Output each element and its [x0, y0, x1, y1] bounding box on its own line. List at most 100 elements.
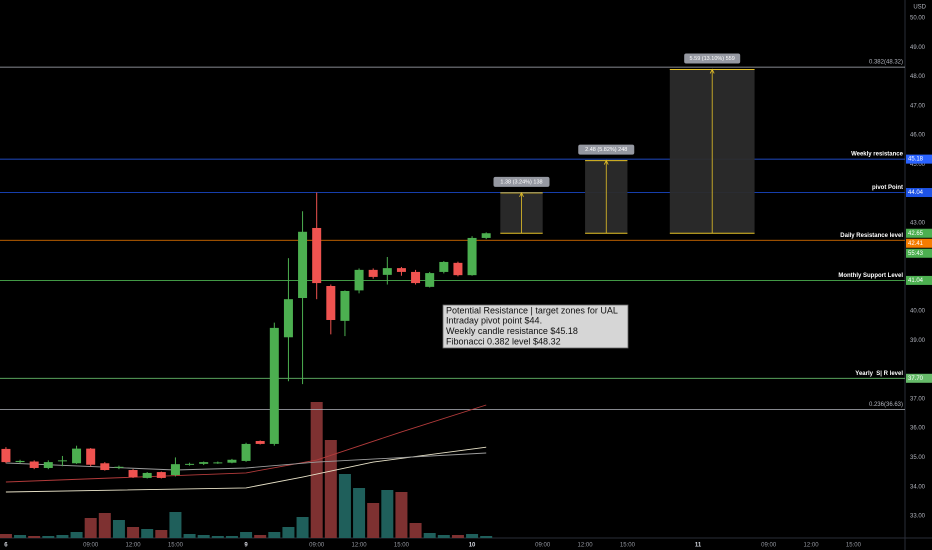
volume-bar	[437, 535, 450, 538]
price-tag: 45.18	[908, 157, 924, 163]
y-tick-label: 40.00	[910, 308, 926, 314]
y-tick-label: 50.00	[910, 15, 926, 21]
price-tag-bg	[906, 248, 932, 258]
candle-body	[269, 327, 279, 444]
candle-body	[241, 443, 251, 461]
annotation-line: Fibonacci 0.382 level $48.32	[446, 336, 561, 346]
candle-body	[1, 448, 11, 463]
projection-label: 2.48 (5.82%) 248	[585, 147, 627, 153]
price-tag-bg	[906, 154, 932, 164]
volume-bar	[112, 520, 125, 538]
y-tick-label: 48.00	[910, 74, 926, 80]
y-tick-label: 49.00	[910, 45, 926, 51]
candle-body	[396, 268, 406, 272]
y-tick-label: 39.00	[910, 338, 926, 344]
candle-body	[326, 285, 336, 320]
y-tick-label: 45.00	[910, 162, 926, 168]
volume-bar	[395, 492, 408, 538]
x-tick-label: 09:00	[535, 543, 551, 549]
candle-body	[255, 441, 265, 444]
annotation-line: Intraday pivot point $44.	[446, 316, 542, 326]
level-label: Yearly S| R level	[855, 371, 903, 377]
volume-bar	[14, 535, 27, 538]
candle-body	[128, 470, 138, 478]
price-tag-bg	[906, 238, 932, 248]
x-tick-label: 15:00	[168, 543, 184, 549]
x-tick-label: 12:00	[352, 543, 368, 549]
level-label: pivot Point	[872, 185, 903, 191]
candle-body	[298, 231, 308, 299]
candle-body	[411, 271, 421, 284]
candle-body	[213, 462, 223, 464]
level-label: 0.236(36.63)	[869, 402, 903, 408]
projection-label-bg	[493, 176, 550, 187]
y-tick-label: 33.00	[910, 514, 926, 520]
y-tick-label: 43.00	[910, 221, 926, 227]
price-tag-bg	[906, 228, 932, 238]
volume-bar	[98, 513, 111, 538]
candle-body	[185, 463, 195, 465]
level-label: 0.382(48.32)	[869, 60, 903, 66]
x-tick-label: 09:00	[761, 543, 777, 549]
volume-bar	[141, 529, 154, 538]
price-tag: 55:43	[908, 251, 924, 257]
candle-body	[283, 299, 293, 338]
price-tag: 37.70	[908, 376, 924, 382]
candle-body	[114, 466, 124, 468]
volume-bar	[381, 490, 394, 538]
volume-bar	[310, 402, 323, 538]
y-tick-label: 37.00	[910, 396, 926, 402]
x-tick-label: 15:00	[846, 543, 862, 549]
candle-body	[425, 273, 435, 287]
volume-bar	[127, 527, 140, 538]
y-tick-label: 34.00	[910, 484, 926, 490]
candle-body	[467, 237, 477, 276]
volume-bar	[282, 527, 295, 538]
volume-bar	[480, 536, 493, 538]
price-tag: 41.04	[908, 278, 924, 284]
volume-bar	[56, 535, 69, 538]
volume-bar	[466, 534, 479, 538]
moving-average	[5, 404, 487, 483]
price-tag: 44.04	[908, 190, 924, 196]
price-tag-bg	[906, 188, 932, 198]
level-label: Daily Resistance level	[840, 233, 903, 239]
candle-body	[142, 472, 152, 478]
volume-bar	[240, 532, 253, 538]
volume-bar	[70, 532, 83, 538]
volume-bar	[169, 512, 182, 538]
projection-arrowhead	[709, 68, 715, 74]
candle-body	[72, 448, 82, 464]
projection-label: 1.38 (3.24%) 138	[500, 179, 542, 185]
projection-label-bg	[684, 53, 741, 64]
candle-body	[156, 472, 166, 478]
currency-label: USD	[913, 5, 926, 11]
x-tick-label: 15:00	[394, 543, 410, 549]
volume-bar	[211, 536, 224, 538]
volume-bar	[324, 440, 337, 538]
annotation: Potential Resistance | target zones for …	[442, 304, 629, 349]
volume-bar	[338, 474, 351, 538]
x-tick-label: 6	[4, 543, 8, 549]
price-tag: 42.41	[908, 241, 924, 247]
volume-bar	[183, 534, 196, 538]
volume-bar	[197, 535, 210, 538]
volume-bar	[84, 518, 97, 538]
candle-body	[43, 462, 53, 468]
candle-body	[227, 459, 237, 463]
volume-bar	[296, 517, 309, 538]
volume-bar	[451, 535, 464, 538]
volume-bar	[225, 536, 238, 538]
x-tick-label: 12:00	[578, 543, 594, 549]
price-tag-bg	[906, 275, 932, 285]
candle-body	[29, 461, 39, 468]
volume-bar	[155, 530, 168, 538]
projection-arrowhead	[519, 191, 524, 197]
x-tick-label: 11	[695, 543, 702, 549]
level-label: Weekly resistance	[851, 152, 904, 158]
price-tag: 42.65	[908, 231, 924, 237]
volume-bar	[353, 488, 366, 538]
y-tick-label: 46.00	[910, 133, 926, 139]
volume-bar	[423, 533, 436, 538]
